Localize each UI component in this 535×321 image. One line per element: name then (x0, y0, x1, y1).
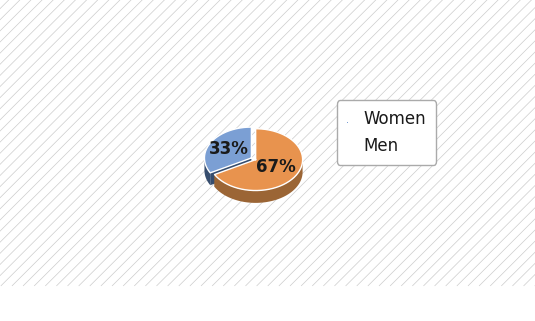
Polygon shape (210, 158, 251, 185)
Polygon shape (204, 127, 251, 173)
Polygon shape (215, 158, 303, 203)
Polygon shape (204, 157, 210, 185)
Text: 33%: 33% (209, 140, 249, 158)
Text: 67%: 67% (256, 159, 296, 177)
Legend: Women, Men: Women, Men (337, 100, 436, 165)
Polygon shape (215, 129, 303, 191)
Polygon shape (215, 160, 256, 187)
